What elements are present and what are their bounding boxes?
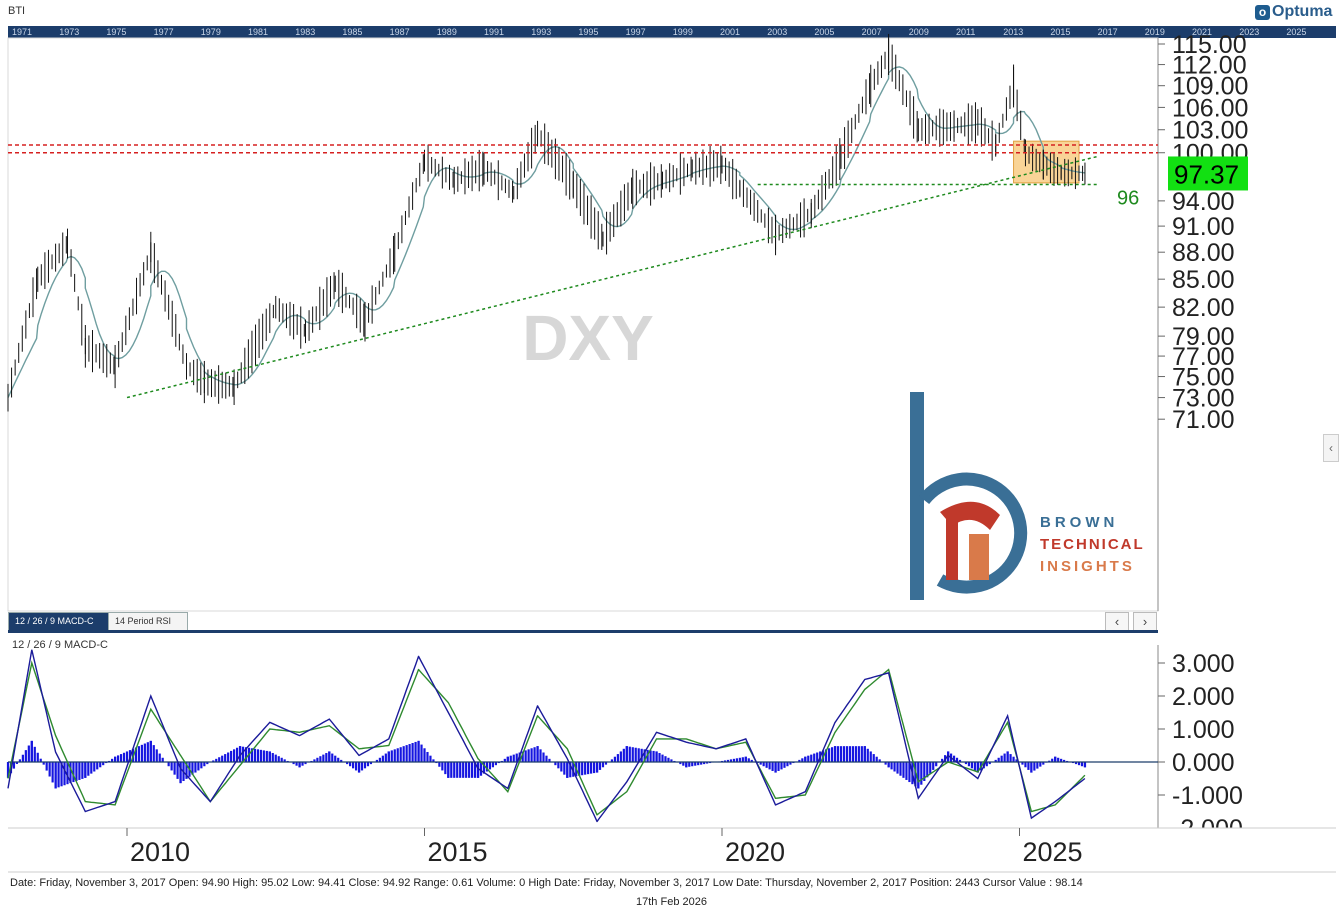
overview-timeline[interactable]: 1971 1973 1975 1977 1979 1981 1983 1985 1987 1989… — [8, 26, 1336, 38]
macd-tick-label: 0.000 — [1172, 749, 1235, 777]
status-line: Date: Friday, November 3, 2017 Open: 94.… — [10, 877, 1083, 889]
overview-year-label: 2013 — [1003, 27, 1024, 37]
x-tick-label: 2025 — [1023, 837, 1083, 867]
optuma-mark-icon: o — [1255, 5, 1270, 20]
logo-line1: BROWN — [1040, 514, 1118, 531]
optuma-logo: o Optuma — [1255, 3, 1332, 21]
last-price-label: 97.37 — [1174, 159, 1239, 189]
price-tick-label: 71.00 — [1172, 406, 1235, 434]
overview-year-label: 2007 — [861, 27, 882, 37]
signal-line — [7, 660, 1086, 816]
overview-year-label: 1987 — [389, 27, 410, 37]
logo-stem — [910, 392, 924, 600]
overview-year-label: 1999 — [672, 27, 693, 37]
symbol-label: BTI — [8, 5, 26, 17]
macd-axis-mask — [1159, 828, 1329, 838]
watermark: DXY — [522, 302, 654, 374]
macd-tick-label: 3.000 — [1172, 650, 1235, 678]
price-tick-label: 79.00 — [1172, 323, 1235, 351]
price-tick-label: 82.00 — [1172, 294, 1235, 322]
x-tick-label: 2015 — [428, 837, 488, 867]
logo-red-arc — [940, 501, 1000, 530]
logo-bowl — [918, 472, 1028, 594]
overview-year-label: 1977 — [153, 27, 174, 37]
date-stamp: 17th Feb 2026 — [636, 896, 707, 908]
price-tick-label: 112.00 — [1172, 52, 1247, 80]
macd-line — [7, 649, 1086, 823]
prev-button[interactable]: ‹ — [1105, 612, 1129, 632]
price-plot-frame — [7, 37, 1159, 612]
overview-year-label: 1997 — [625, 27, 646, 37]
logo-orange-block — [969, 534, 989, 580]
tab-rsi[interactable]: 14 Period RSI — [108, 612, 188, 631]
overview-year-label: 2001 — [720, 27, 741, 37]
overview-year-label: 1981 — [248, 27, 269, 37]
macd-tick-label: 2.000 — [1172, 683, 1235, 711]
price-tick-label: 109.00 — [1172, 73, 1248, 101]
logo-red-bar — [946, 510, 958, 580]
price-tick-label: 103.00 — [1172, 117, 1248, 145]
price-tick-label: 75.00 — [1172, 364, 1235, 392]
price-tick-label: 85.00 — [1172, 266, 1235, 294]
tab-macd[interactable]: 12 / 26 / 9 MACD-C — [8, 612, 114, 631]
price-tick-label: 73.00 — [1172, 385, 1235, 413]
overview-year-label: 1983 — [295, 27, 316, 37]
price-tick-label: 91.00 — [1172, 213, 1235, 241]
consolidation-box — [1013, 140, 1080, 184]
brown-technical-insights-logo: BROWN TECHNICAL INSIGHTS — [910, 392, 1145, 600]
price-tick-label: 77.00 — [1172, 343, 1235, 371]
overview-year-label: 2003 — [767, 27, 788, 37]
macd-tick-label: 1.000 — [1172, 716, 1235, 744]
price-tick-label: 106.00 — [1172, 94, 1248, 122]
overview-year-label: 1991 — [484, 27, 505, 37]
overview-year-label: 2025 — [1286, 27, 1307, 37]
logo-line2: TECHNICAL — [1040, 536, 1145, 553]
overview-year-label: 2017 — [1097, 27, 1118, 37]
overview-year-label: 1985 — [342, 27, 363, 37]
overview-year-label: 2009 — [908, 27, 929, 37]
overview-year-label: 2005 — [814, 27, 835, 37]
price-tick-label: 100.00 — [1172, 140, 1248, 168]
overview-year-label: 1971 — [12, 27, 33, 37]
logo-line3: INSIGHTS — [1040, 558, 1135, 575]
overview-year-label: 2015 — [1050, 27, 1071, 37]
macd-title: 12 / 26 / 9 MACD-C — [12, 639, 108, 651]
trendline — [126, 155, 1098, 399]
overview-year-label: 1975 — [106, 27, 127, 37]
macd-tick-label: -2.000 — [1172, 815, 1243, 843]
price-tick-label: 88.00 — [1172, 239, 1235, 267]
overview-year-label: 1973 — [59, 27, 80, 37]
overview-year-label: 2019 — [1144, 27, 1165, 37]
panel-separator[interactable] — [8, 630, 1158, 633]
support-label: 96 — [1117, 187, 1139, 209]
optuma-brand: Optuma — [1272, 3, 1333, 20]
overview-year-label: 1993 — [531, 27, 552, 37]
overview-year-label: 2021 — [1192, 27, 1213, 37]
next-button[interactable]: › — [1133, 612, 1157, 632]
overview-year-label: 1979 — [200, 27, 221, 37]
overview-year-label: 1995 — [578, 27, 599, 37]
overview-year-label: 2011 — [956, 27, 976, 37]
macd-tick-label: -1.000 — [1172, 782, 1243, 810]
last-price-badge — [1168, 156, 1248, 191]
x-tick-label: 2010 — [130, 837, 190, 867]
overview-year-label: 1989 — [436, 27, 457, 37]
overview-year-label: 2023 — [1239, 27, 1260, 37]
collapse-panel-button[interactable]: ‹ — [1323, 434, 1339, 462]
top-bar: BTI o Optuma — [0, 0, 1343, 26]
x-tick-label: 2020 — [725, 837, 785, 867]
price-tick-label: 94.00 — [1172, 188, 1235, 216]
moving-average-line — [7, 66, 1085, 398]
